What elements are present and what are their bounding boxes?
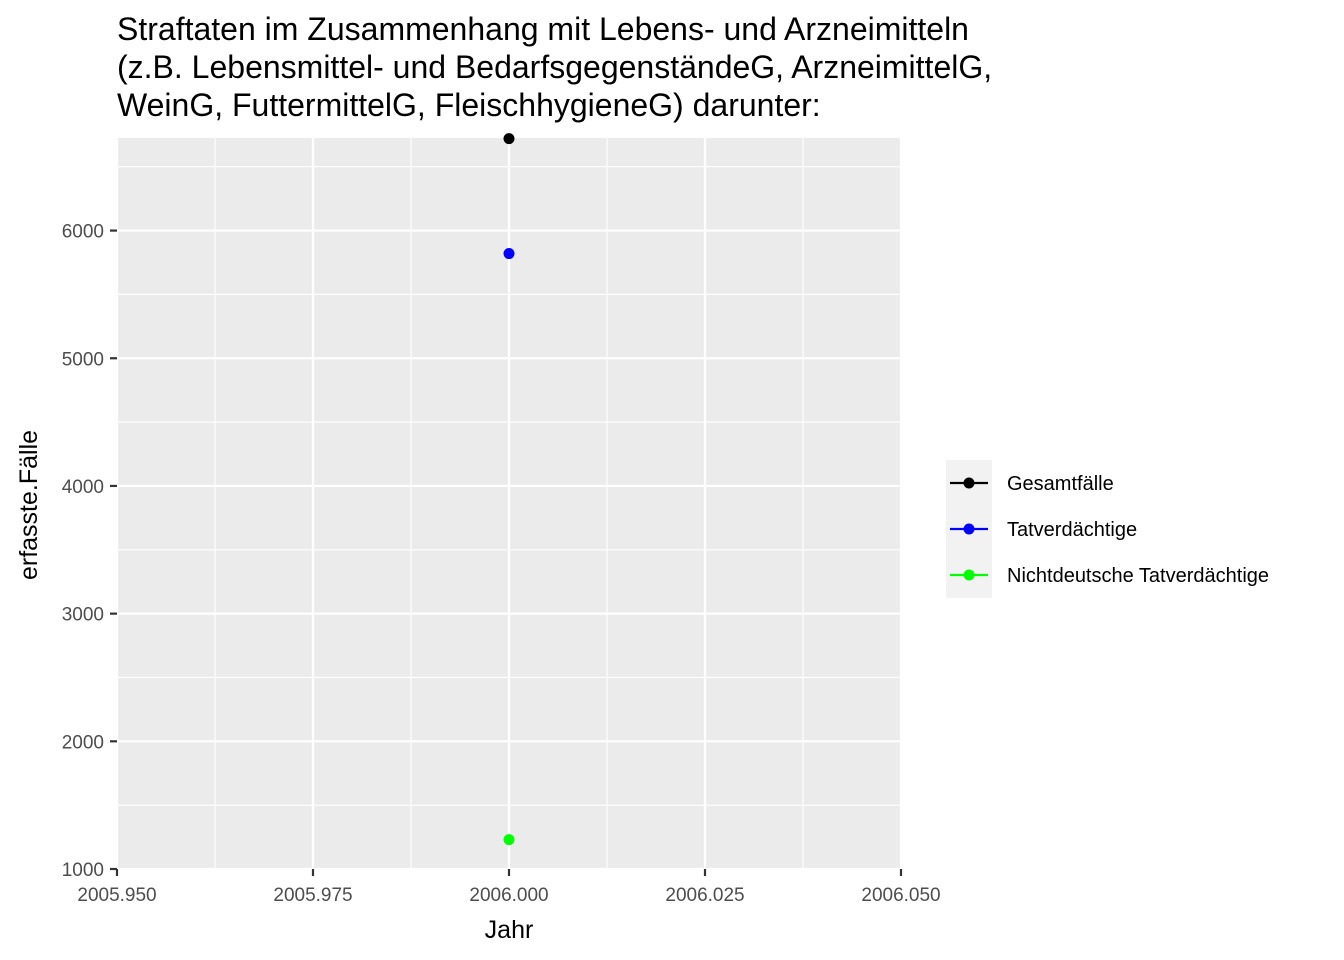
chart-title-line-2: (z.B. Lebensmittel- und Bedarfsgegenstän… [117, 49, 992, 85]
x-tick-label: 2006.000 [469, 885, 548, 906]
x-axis-title: Jahr [485, 916, 534, 944]
y-tick-label: 5000 [62, 349, 104, 370]
x-tick-label: 2006.050 [861, 885, 940, 906]
legend-label: Nichtdeutsche Tatverdächtige [1007, 565, 1269, 587]
chart-title-line-3: WeinG, FuttermittelG, FleischhygieneG) d… [117, 87, 821, 123]
x-tick-label: 2005.950 [77, 885, 156, 906]
legend-key-point [963, 477, 975, 489]
y-tick-label: 6000 [62, 222, 104, 243]
data-point [503, 248, 515, 260]
x-tick-label: 2005.975 [273, 885, 352, 906]
y-axis: 1000 2000 3000 4000 5000 6000 [62, 222, 117, 881]
legend: Gesamtfälle Tatverdächtige Nichtdeutsche T… [946, 460, 1269, 598]
y-axis-title: erfasste.Fälle [15, 430, 43, 580]
y-tick-label: 3000 [62, 605, 104, 626]
y-tick-label: 2000 [62, 732, 104, 753]
chart-title: Straftaten im Zusammenhang mit Lebens- u… [117, 11, 992, 123]
y-tick-label: 4000 [62, 477, 104, 498]
x-tick-label: 2006.025 [665, 885, 744, 906]
y-tick-label: 1000 [62, 860, 104, 881]
data-point [503, 133, 515, 145]
legend-key-point [963, 523, 975, 535]
data-point [503, 834, 515, 846]
data-points [503, 133, 515, 846]
legend-label: Gesamtfälle [1007, 473, 1114, 495]
legend-key-point [963, 569, 975, 581]
legend-label: Tatverdächtige [1007, 519, 1137, 541]
grid-major [115, 138, 903, 871]
chart-title-line-1: Straftaten im Zusammenhang mit Lebens- u… [117, 11, 969, 47]
x-axis: 2005.950 2005.975 2006.000 2006.025 2006.050 [77, 869, 941, 906]
